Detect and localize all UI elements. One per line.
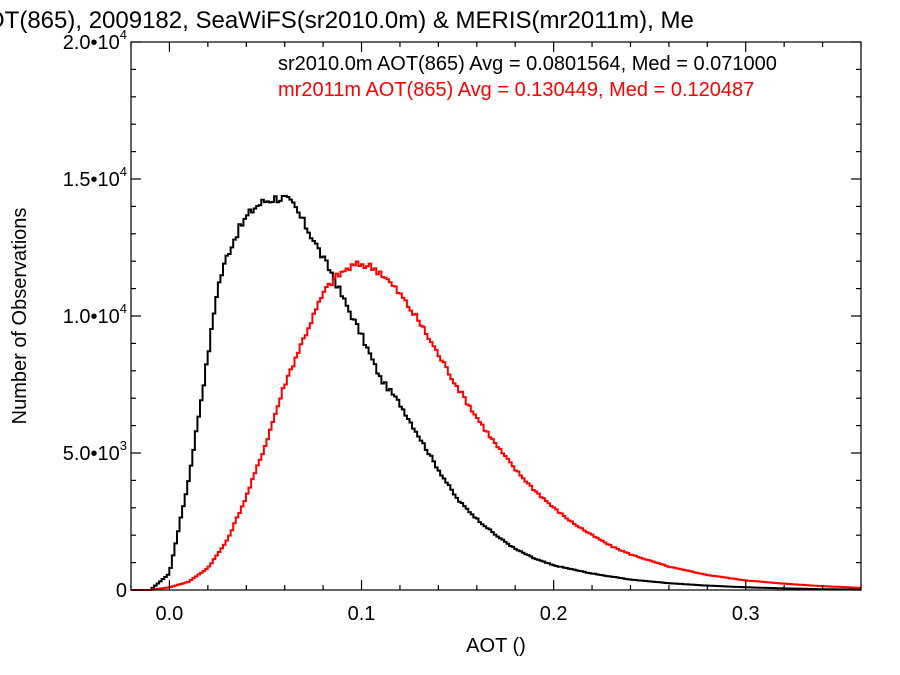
y-tick-label: 1.0•104 [63,301,127,328]
legend-entry-sr2010: sr2010.0m AOT(865) Avg = 0.0801564, Med … [278,53,777,75]
chart-title: OT(865), 2009182, SeaWiFS(sr2010.0m) & M… [0,7,694,34]
y-tick-label: 2.0•104 [63,27,127,54]
x-axis-label: AOT () [466,635,526,657]
x-tick-label: 0.1 [348,603,376,625]
y-tick-label: 1.5•104 [63,164,127,191]
x-axis: 0.0 0.1 0.2 0.3 [130,42,862,625]
y-axis: 0 5.0•103 1.0•104 1.5•104 2.0•104 [63,27,861,602]
y-tick-label: 5.0•103 [63,438,127,465]
x-tick-label: 0.0 [156,603,184,625]
histogram-line-2 [131,260,861,591]
histogram-series [131,194,861,591]
y-axis-label: Number of Observations [9,208,31,425]
histogram-line-1 [131,194,861,591]
y-tick-label: 0 [116,580,127,602]
legend: sr2010.0m AOT(865) Avg = 0.0801564, Med … [278,53,777,101]
x-tick-label: 0.2 [540,603,568,625]
x-tick-label: 0.3 [732,603,760,625]
legend-entry-mr2011: mr2011m AOT(865) Avg = 0.130449, Med = 0… [278,79,754,101]
